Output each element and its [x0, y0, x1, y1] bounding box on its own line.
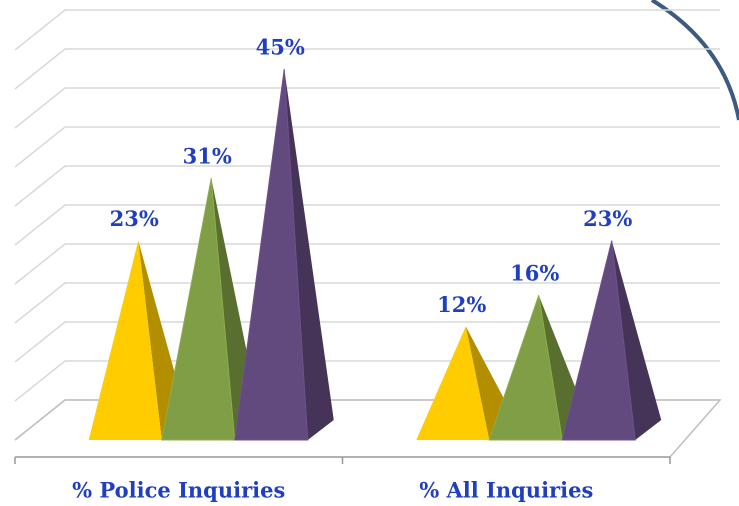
grid-line [14, 243, 720, 285]
value-label: 23% [110, 206, 159, 231]
pyramid-side [611, 240, 662, 440]
pyramid [88, 240, 162, 440]
value-label: 45% [256, 35, 305, 60]
value-label: 16% [510, 261, 559, 286]
grid-line [14, 321, 720, 363]
grid-line [14, 165, 720, 207]
pyramid [161, 178, 236, 441]
grid-line [14, 9, 720, 51]
x-tick-label: % All Inquiries [419, 478, 593, 503]
pyramid [561, 240, 636, 441]
value-label: 12% [437, 292, 486, 317]
pyramid-side [284, 69, 334, 440]
value-label: 31% [183, 144, 232, 169]
grid-line [14, 126, 720, 168]
pyramid [234, 68, 309, 441]
decor-arc [650, 0, 739, 121]
grid-line [14, 87, 720, 129]
grid-line [14, 204, 720, 246]
grid-line [14, 360, 720, 402]
x-tick-label: % Police Inquiries [72, 478, 285, 503]
grid-line [14, 282, 720, 324]
floor [14, 399, 722, 458]
value-label: 23% [583, 206, 632, 231]
grid-line [14, 48, 720, 90]
pyramid [416, 326, 490, 440]
pyramid [488, 295, 563, 441]
